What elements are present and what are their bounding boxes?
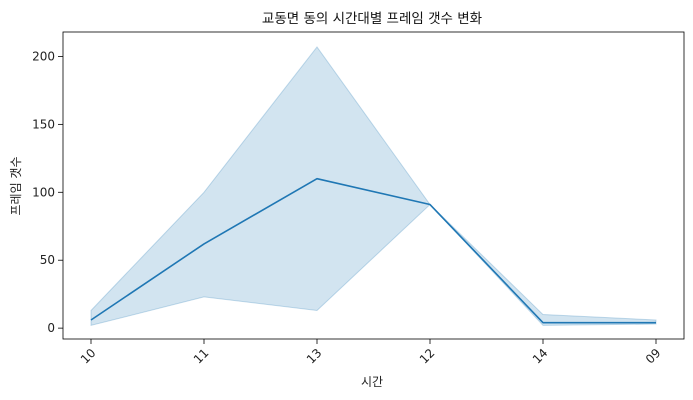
series-line — [90, 177, 656, 324]
x-tick-label: 14 — [530, 346, 551, 367]
data-point — [429, 204, 431, 206]
data-point — [203, 243, 205, 245]
chart-title: 교동면 동의 시간대별 프레임 갯수 변화 — [262, 11, 482, 27]
confidence-band — [90, 46, 657, 327]
y-tick-label: 100 — [32, 185, 55, 199]
y-axis-label: 프레임 갯수 — [9, 156, 23, 215]
data-point — [542, 322, 544, 324]
data-point — [90, 319, 92, 321]
y-tick-label: 200 — [32, 49, 55, 63]
data-point — [316, 178, 318, 180]
x-tick-label: 11 — [191, 346, 212, 367]
x-axis-label: 시간 — [361, 375, 383, 389]
data-point — [655, 322, 657, 324]
y-tick-label: 150 — [32, 117, 55, 131]
x-tick-label: 13 — [304, 346, 325, 367]
plot-frame — [62, 31, 685, 340]
x-tick-label: 10 — [78, 346, 99, 367]
x-tick-label: 12 — [417, 346, 438, 367]
y-tick-label: 0 — [47, 321, 55, 335]
plot-area — [90, 46, 657, 327]
y-tick-label: 50 — [40, 253, 55, 267]
x-tick-label: 09 — [643, 346, 664, 367]
